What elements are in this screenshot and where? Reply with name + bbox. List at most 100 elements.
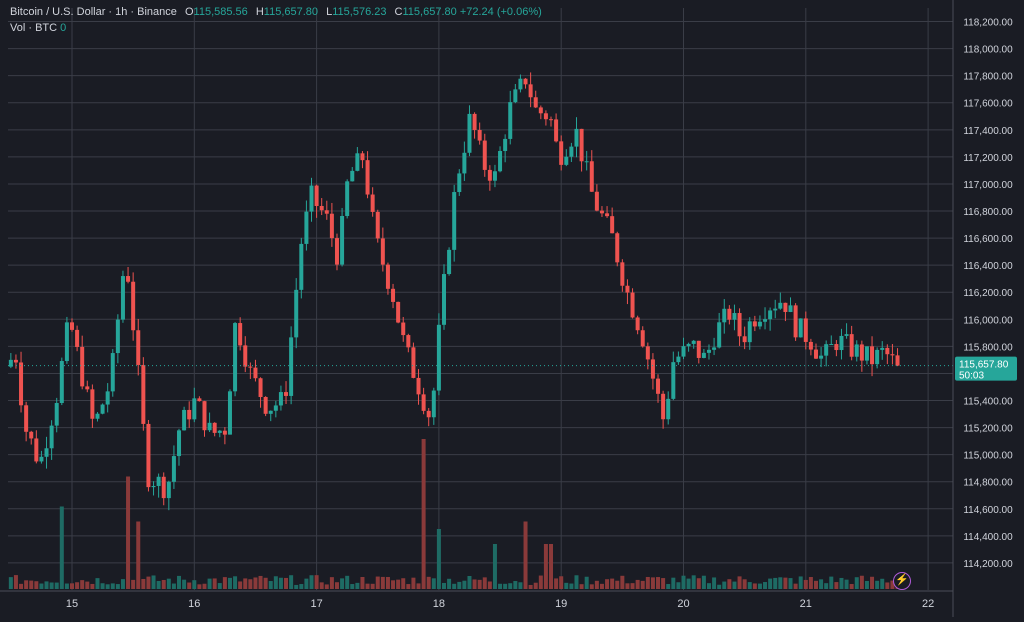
volume-bar [171,583,176,589]
y-tick-label: 117,000.00 [963,180,1013,191]
candle-body [161,476,166,499]
volume-bar [8,577,13,589]
volume-bar [151,575,156,589]
candle-body [763,319,768,322]
volume-bar [492,544,497,589]
volume-bar [49,582,54,589]
candle-body [85,386,90,390]
volume-bar [273,576,278,589]
candle-body [737,313,742,337]
volume-bar [391,580,396,589]
lightning-bolt-icon[interactable]: ⚡ [893,572,911,590]
high-label: H [255,6,264,18]
volume-bar [334,582,339,589]
volume-bar [350,584,355,589]
volume-bar [635,579,640,589]
volume-bar [161,579,166,589]
candle-body [829,344,834,346]
volume-bar [584,576,589,589]
candle-body [314,185,319,206]
candle-body [406,335,411,348]
candle-body [503,138,508,152]
volume-bar [498,583,503,589]
volume-bar [421,439,426,589]
candle-body [594,191,599,211]
y-tick-label: 117,200.00 [963,153,1013,164]
volume-bar [64,583,69,589]
volume-bar [640,580,645,589]
candle-body [696,340,701,358]
volume-bar [406,584,411,589]
volume-bar [457,581,462,589]
candle-body [482,140,487,170]
candle-body [543,113,548,120]
candle-body [808,341,813,350]
candle-body [813,349,818,359]
volume-bar [54,582,59,589]
volume-bar [885,582,890,589]
volume-bar [90,583,95,589]
candle-body [365,160,370,195]
symbol-title[interactable]: Bitcoin / U.S. Dollar · 1h · Binance [10,6,177,18]
candle-body [375,211,380,239]
volume-bar [528,584,533,589]
candle-body [773,308,778,311]
volume-bars [8,439,900,589]
candle-body [166,481,171,499]
candle-body [340,215,345,265]
candle-body [192,398,197,420]
volume-bar [452,583,457,589]
volume-legend[interactable]: Vol · BTC 0 [10,20,542,36]
volume-bar [656,577,661,589]
volume-bar [243,578,248,589]
y-tick-label: 116,400.00 [963,261,1013,272]
candle-body [146,423,151,488]
candle-body [742,336,747,343]
candle-body [487,169,492,181]
candle-body [640,330,645,347]
volume-bar [248,579,253,589]
x-tick-label: 20 [677,598,689,610]
candle-body [625,285,630,293]
volume-bar [538,575,543,589]
volume-bar [105,584,110,589]
candle-body [584,161,589,163]
last-price-tag [955,356,1017,381]
volume-bar [508,583,513,589]
volume-bar [798,576,803,589]
x-tick-label: 22 [922,598,934,610]
candle-body [615,233,620,263]
volume-bar [416,583,421,589]
y-tick-label: 117,800.00 [963,72,1013,83]
volume-bar [676,582,681,589]
volume-bar [890,580,895,589]
volume-bar [650,577,655,589]
volume-bar [110,583,115,589]
volume-bar [717,584,722,589]
candle-body [447,249,452,275]
candle-body [115,319,120,354]
volume-bar [115,584,120,589]
candle-body [294,289,299,338]
volume-bar [355,582,360,589]
candle-body [319,205,324,211]
volume-bar [564,582,569,589]
candle-body [329,213,334,239]
candle-body [396,301,401,323]
candle-body [875,349,880,365]
volume-bar [340,578,345,589]
volume-bar [467,575,472,589]
volume-bar [549,544,554,589]
candle-body [324,210,329,214]
candle-body [518,78,523,90]
candle-body [171,456,176,482]
volume-bar [768,578,773,589]
candle-body [120,276,125,320]
candle-body [268,410,273,414]
candle-body [498,151,503,172]
volume-bar [569,583,574,589]
candle-body [141,364,146,424]
